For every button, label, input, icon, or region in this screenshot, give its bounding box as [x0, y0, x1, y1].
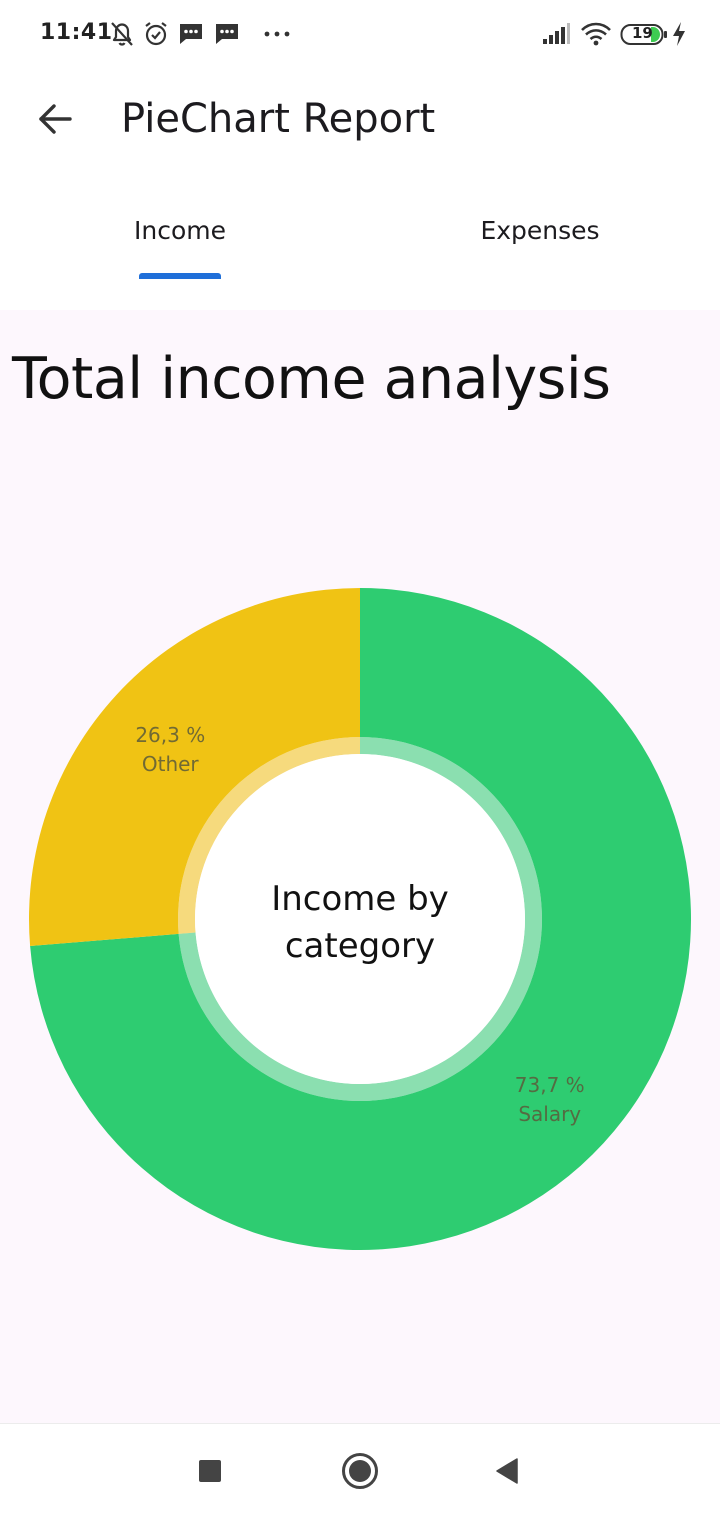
back-triangle-icon [494, 1457, 520, 1489]
battery-icon: 19 [620, 22, 668, 52]
status-time: 11:41 [40, 20, 113, 45]
back-button[interactable] [26, 92, 84, 150]
alarm-icon [143, 20, 169, 52]
wifi-icon [580, 20, 612, 52]
pie-slice-salary[interactable] [30, 588, 692, 1250]
app-bar: PieChart Report [0, 70, 720, 170]
system-nav-bar [0, 1423, 720, 1521]
slice-percent: 73,7 % [515, 1073, 585, 1097]
slice-label-salary: 73,7 % Salary [515, 1073, 585, 1126]
home-button[interactable] [335, 1448, 385, 1498]
chart-center-label: Income by category [271, 879, 449, 966]
section-title: Total income analysis [12, 346, 611, 412]
slice-name: Other [142, 752, 200, 776]
slice-percent: 26,3 % [135, 723, 205, 747]
more-dots-icon [262, 20, 292, 52]
tab-label: Income [134, 216, 226, 245]
tab-expenses[interactable]: Expenses [360, 170, 720, 310]
center-label-line: category [285, 926, 435, 966]
signal-icon [541, 20, 571, 52]
recents-button[interactable] [185, 1448, 235, 1498]
muted-bell-icon [109, 20, 135, 52]
tab-indicator [139, 273, 221, 279]
home-circle-icon [340, 1451, 380, 1495]
battery-level: 19 [632, 24, 653, 42]
message-icon [214, 20, 240, 52]
recents-square-icon [197, 1458, 223, 1488]
tab-income[interactable]: Income [0, 170, 360, 310]
pie-slice-other[interactable] [29, 588, 361, 947]
message-icon [178, 20, 204, 52]
tab-bar: Income Expenses [0, 170, 720, 310]
main-content: Total income analysis 73,7 % Salary 26,3 %… [0, 310, 720, 1423]
tab-label: Expenses [480, 216, 600, 245]
arrow-back-icon [37, 103, 73, 139]
donut-center [195, 754, 525, 1084]
center-label-line: Income by [271, 879, 449, 919]
pie-slice-ring-other [178, 737, 360, 934]
slice-name: Salary [518, 1102, 581, 1126]
income-pie-chart[interactable]: 73,7 % Salary 26,3 % Other Income by category [0, 310, 720, 1423]
back-nav-button[interactable] [482, 1448, 532, 1498]
slice-label-other: 26,3 % Other [135, 723, 205, 776]
page-title: PieChart Report [121, 96, 436, 142]
status-bar: 11:41 [0, 0, 720, 70]
charging-icon [670, 20, 688, 52]
